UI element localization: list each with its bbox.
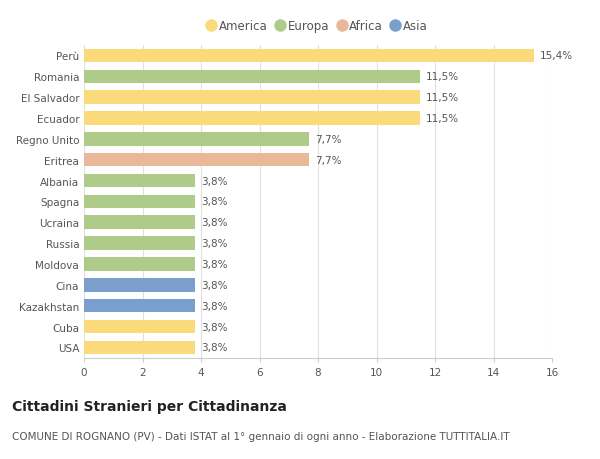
Bar	[84, 50, 535, 63]
Text: 11,5%: 11,5%	[426, 72, 460, 82]
Bar	[84, 154, 309, 167]
Text: 11,5%: 11,5%	[426, 114, 460, 124]
Bar	[84, 174, 195, 188]
Text: Cittadini Stranieri per Cittadinanza: Cittadini Stranieri per Cittadinanza	[12, 399, 287, 413]
Text: 3,8%: 3,8%	[201, 280, 227, 290]
Legend: America, Europa, Africa, Asia: America, Europa, Africa, Asia	[205, 17, 431, 37]
Bar	[84, 195, 195, 209]
Bar	[84, 237, 195, 250]
Bar	[84, 91, 421, 105]
Text: 3,8%: 3,8%	[201, 239, 227, 249]
Bar	[84, 257, 195, 271]
Bar	[84, 320, 195, 334]
Text: 7,7%: 7,7%	[315, 134, 341, 145]
Text: 3,8%: 3,8%	[201, 342, 227, 353]
Text: 11,5%: 11,5%	[426, 93, 460, 103]
Bar	[84, 341, 195, 354]
Text: 3,8%: 3,8%	[201, 301, 227, 311]
Bar	[84, 299, 195, 313]
Text: 7,7%: 7,7%	[315, 155, 341, 165]
Text: COMUNE DI ROGNANO (PV) - Dati ISTAT al 1° gennaio di ogni anno - Elaborazione TU: COMUNE DI ROGNANO (PV) - Dati ISTAT al 1…	[12, 431, 509, 442]
Text: 3,8%: 3,8%	[201, 322, 227, 332]
Bar	[84, 70, 421, 84]
Text: 3,8%: 3,8%	[201, 218, 227, 228]
Bar	[84, 216, 195, 230]
Text: 3,8%: 3,8%	[201, 197, 227, 207]
Text: 3,8%: 3,8%	[201, 259, 227, 269]
Bar	[84, 112, 421, 125]
Bar	[84, 133, 309, 146]
Text: 3,8%: 3,8%	[201, 176, 227, 186]
Bar	[84, 279, 195, 292]
Text: 15,4%: 15,4%	[541, 51, 574, 62]
